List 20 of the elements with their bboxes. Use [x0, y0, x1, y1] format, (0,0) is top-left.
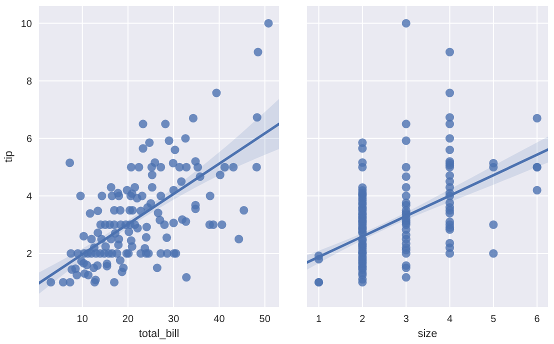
x-axis-title: total_bill: [138, 328, 180, 340]
x-tick-label: 30: [168, 314, 180, 325]
x-tick-label: 6: [534, 314, 540, 325]
line-series: [39, 122, 279, 284]
x-tick-label: 4: [446, 314, 453, 325]
x-tick-label: 3: [403, 314, 410, 325]
x-tick-label: 50: [259, 314, 271, 325]
y-tick-label: 6: [26, 134, 32, 145]
x-tick-label: 1: [316, 314, 322, 325]
y-tick-label: 10: [20, 18, 32, 30]
x-tick-label: 5: [490, 314, 497, 325]
x-tick-label: 10: [76, 314, 88, 325]
y-tick-label: 2: [26, 248, 32, 260]
x-tick-label: 40: [214, 314, 226, 325]
y-tick-label: 8: [26, 76, 32, 88]
x-tick-label: 2: [360, 314, 366, 325]
y-tick-label: 4: [26, 191, 32, 202]
x-axis-title: size: [418, 328, 438, 340]
y-axis-title: tip: [3, 150, 15, 162]
x-tick-label: 20: [122, 314, 134, 325]
